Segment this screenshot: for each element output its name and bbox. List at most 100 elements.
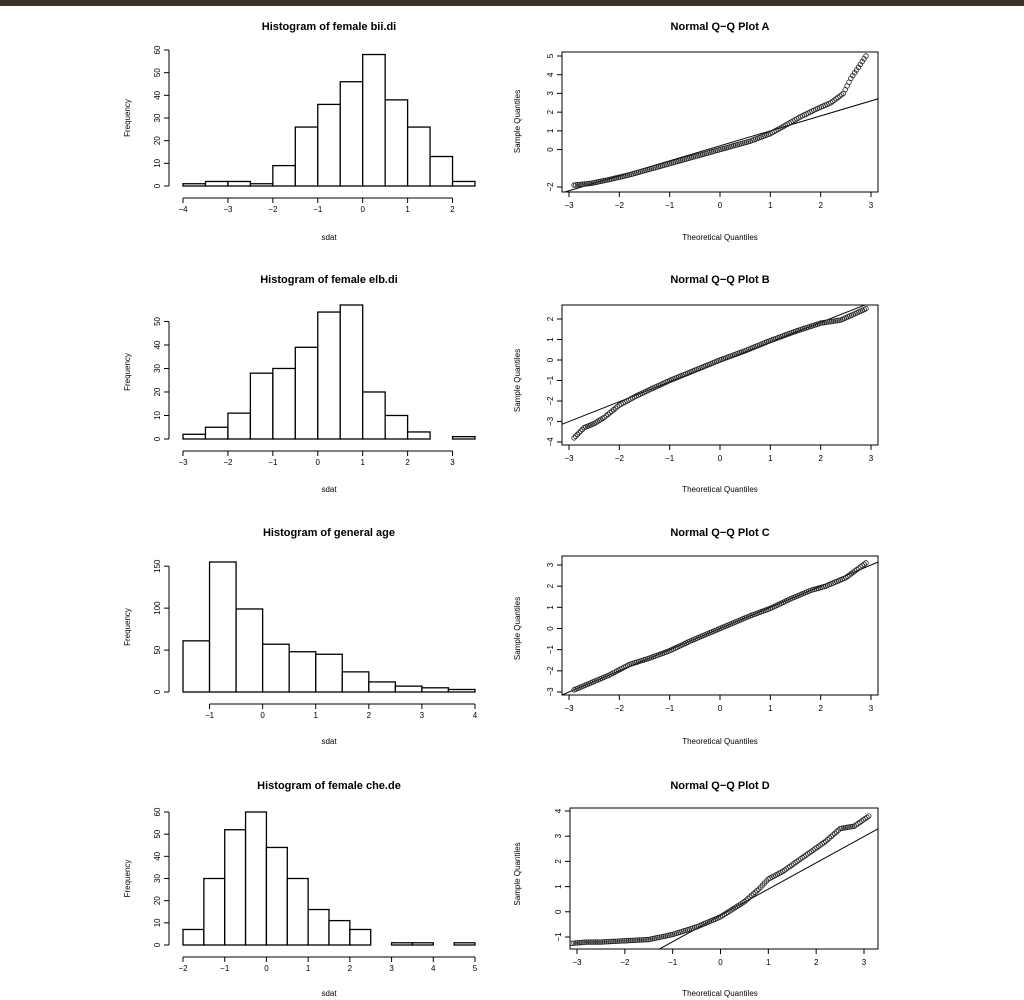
histogram-bar bbox=[272, 164, 296, 187]
qq-point bbox=[636, 937, 643, 943]
y-tick-label: 20 bbox=[153, 136, 162, 145]
x-tick-label: 1 bbox=[314, 711, 319, 720]
histogram-bar bbox=[317, 311, 341, 440]
histogram-bar bbox=[208, 561, 237, 693]
y-tick-label: 0 bbox=[546, 357, 555, 362]
y-tick-label: 50 bbox=[153, 316, 162, 325]
x-tick-label: −2 bbox=[615, 704, 625, 713]
y-tick-label: 50 bbox=[153, 68, 162, 77]
y-tick-label: 30 bbox=[153, 363, 162, 372]
y-tick-label: 50 bbox=[153, 645, 162, 654]
y-tick-label: 2 bbox=[546, 583, 555, 588]
qq-point bbox=[752, 889, 758, 895]
qq-point bbox=[622, 938, 628, 944]
qq-point bbox=[863, 306, 869, 312]
y-tick-label: 0 bbox=[153, 183, 162, 188]
y-tick-label: 0 bbox=[554, 909, 563, 914]
chart-panel-7: Histogram of female che.de sdat Frequency −… bbox=[123, 780, 478, 998]
y-tick-label: −2 bbox=[546, 396, 555, 406]
x-tick-label: 3 bbox=[869, 454, 874, 463]
y-tick-label: −2 bbox=[546, 182, 555, 192]
histogram-bar bbox=[182, 640, 211, 693]
qq-point bbox=[605, 938, 611, 945]
histogram-bar bbox=[224, 829, 247, 946]
qq-point bbox=[824, 836, 831, 843]
qq-point bbox=[623, 937, 630, 944]
x-tick-label: −3 bbox=[564, 454, 574, 463]
histogram-bar bbox=[341, 671, 370, 693]
x-axis-label: sdat bbox=[321, 737, 337, 746]
qq-point bbox=[741, 899, 748, 905]
qq-point bbox=[609, 938, 615, 945]
y-tick-label: 10 bbox=[153, 410, 162, 419]
y-tick-label: −4 bbox=[546, 437, 555, 447]
qq-point bbox=[629, 937, 635, 944]
qq-point bbox=[573, 433, 579, 439]
x-tick-label: 0 bbox=[718, 201, 723, 210]
y-tick-label: 0 bbox=[153, 942, 162, 947]
qq-point bbox=[644, 936, 650, 943]
x-tick-label: 0 bbox=[316, 458, 321, 467]
y-tick-label: 10 bbox=[153, 918, 162, 927]
qq-point bbox=[594, 939, 601, 945]
qq-point bbox=[574, 431, 581, 438]
qq-point bbox=[620, 938, 626, 944]
chart-panel-4: Normal Q−Q Plot B Theoretical Quantiles Sa… bbox=[513, 274, 879, 494]
qq-point bbox=[607, 938, 613, 945]
x-tick-label: 2 bbox=[348, 964, 353, 973]
histogram-bar bbox=[328, 919, 351, 946]
histogram-bar bbox=[288, 651, 317, 693]
qq-point bbox=[625, 937, 632, 944]
chart-title: Normal Q−Q Plot A bbox=[671, 21, 770, 33]
y-axis-label: Frequency bbox=[123, 608, 132, 646]
x-axis-label: sdat bbox=[321, 485, 337, 494]
qq-point bbox=[635, 937, 641, 943]
x-tick-label: 0 bbox=[264, 964, 269, 973]
chart-title: Histogram of general age bbox=[263, 527, 395, 539]
qq-point bbox=[583, 181, 590, 187]
y-tick-label: 150 bbox=[153, 559, 162, 573]
qq-reference-line bbox=[658, 828, 878, 949]
y-axis-label: Sample Quantiles bbox=[513, 349, 522, 412]
qq-point bbox=[612, 938, 619, 944]
y-tick-label: 3 bbox=[554, 833, 563, 838]
qq-point bbox=[828, 318, 835, 325]
y-tick-label: 1 bbox=[546, 605, 555, 610]
x-tick-label: 0 bbox=[260, 711, 265, 720]
chart-panel-5: Histogram of general age sdat Frequency −1 0… bbox=[123, 527, 478, 746]
x-tick-label: −1 bbox=[220, 964, 230, 973]
qq-point bbox=[578, 181, 584, 188]
qq-point bbox=[743, 897, 749, 903]
y-tick-label: 30 bbox=[153, 113, 162, 122]
histogram-bar bbox=[272, 367, 296, 440]
y-tick-label: 40 bbox=[153, 90, 162, 99]
qq-point bbox=[569, 940, 575, 946]
qq-point bbox=[750, 891, 757, 897]
histogram-bar bbox=[451, 435, 476, 440]
y-tick-label: 2 bbox=[554, 859, 563, 864]
histogram-bar bbox=[384, 99, 409, 187]
chart-panel-1: Histogram of female bii.di sdat Frequency −… bbox=[123, 21, 476, 242]
y-tick-label: 2 bbox=[546, 109, 555, 114]
qq-point bbox=[819, 320, 826, 326]
x-tick-label: −3 bbox=[572, 958, 582, 967]
chart-title: Normal Q−Q Plot D bbox=[670, 780, 769, 792]
plot-frame bbox=[561, 304, 879, 446]
qq-point bbox=[817, 320, 824, 326]
x-tick-label: 1 bbox=[768, 454, 773, 463]
y-tick-label: 20 bbox=[153, 387, 162, 396]
x-tick-label: 4 bbox=[473, 711, 478, 720]
histogram-bar bbox=[317, 103, 341, 187]
histogram-bar bbox=[182, 433, 207, 440]
y-tick-label: 4 bbox=[546, 72, 555, 77]
y-tick-label: 60 bbox=[153, 807, 162, 816]
y-tick-label: 0 bbox=[546, 626, 555, 631]
qq-point bbox=[580, 181, 586, 187]
histogram-bar bbox=[411, 942, 434, 946]
histogram-bar bbox=[421, 687, 450, 693]
x-tick-label: −2 bbox=[615, 201, 625, 210]
histogram-bar bbox=[227, 412, 252, 440]
y-tick-label: −3 bbox=[546, 416, 555, 426]
x-tick-label: 0 bbox=[718, 704, 723, 713]
